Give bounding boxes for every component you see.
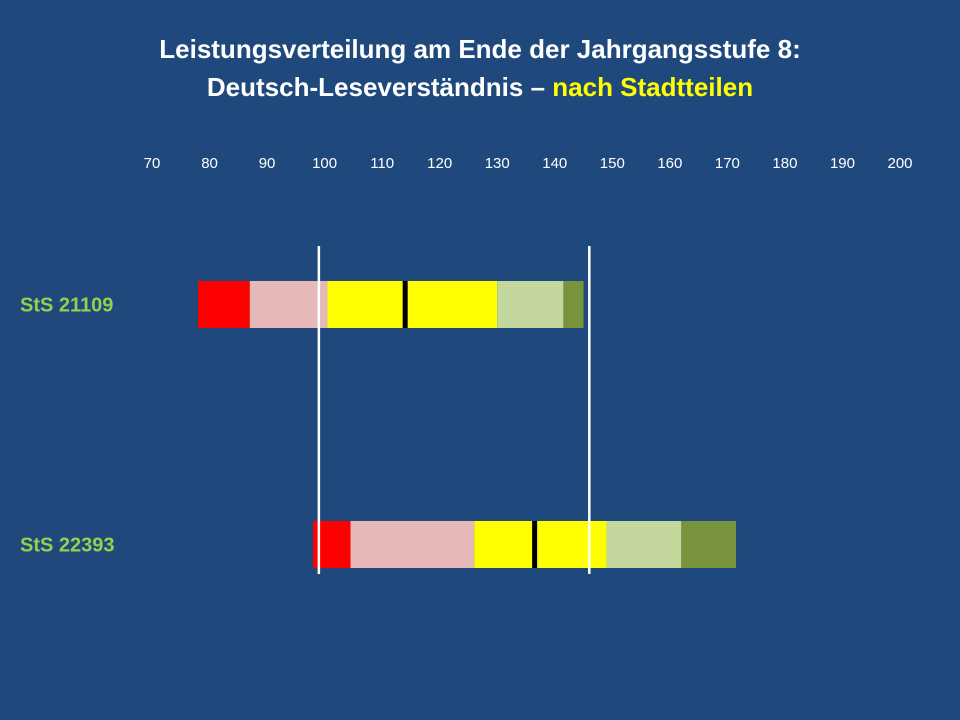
x-tick-label-110: 110 bbox=[370, 155, 394, 172]
x-tick-label-150: 150 bbox=[600, 155, 625, 172]
row-2: StS 22393 bbox=[20, 521, 737, 568]
bar-segment-5 bbox=[606, 521, 682, 568]
bar-segment-5 bbox=[497, 281, 564, 328]
reference-lines bbox=[317, 246, 591, 574]
chart-title-highlight: nach Stadtteilen bbox=[552, 72, 754, 102]
row-label: StS 21109 bbox=[20, 295, 113, 317]
x-tick-label-160: 160 bbox=[657, 155, 682, 172]
bar-segment-4 bbox=[405, 281, 498, 328]
x-tick-label-200: 200 bbox=[887, 155, 912, 172]
chart-title-line-2: Deutsch-Leseverständnis – nach Stadtteil… bbox=[0, 68, 960, 106]
row-1: StS 21109 bbox=[20, 281, 584, 328]
x-tick-label-120: 120 bbox=[427, 155, 452, 172]
x-tick-label-100: 100 bbox=[312, 155, 337, 172]
bar-segment-6 bbox=[681, 521, 737, 568]
x-axis-tick-labels: 70 80 90 100 110 120 130 140 150 160 170 180 190 200 bbox=[144, 155, 913, 172]
row-label: StS 22393 bbox=[20, 535, 115, 557]
bar-segment-2 bbox=[249, 281, 328, 328]
bar-segment-4 bbox=[534, 521, 607, 568]
x-tick-label-140: 140 bbox=[542, 155, 567, 172]
x-tick-label-190: 190 bbox=[830, 155, 855, 172]
chart-rows: StS 21109 StS 22393 bbox=[20, 281, 737, 568]
bar-segment-3 bbox=[474, 521, 535, 568]
bar-segment-6 bbox=[563, 281, 584, 328]
x-tick-label-170: 170 bbox=[715, 155, 740, 172]
x-tick-label-90: 90 bbox=[259, 155, 276, 172]
x-tick-label-180: 180 bbox=[772, 155, 797, 172]
chart-title-prefix: Deutsch-Leseverständnis – bbox=[206, 72, 553, 102]
x-tick-label-70: 70 bbox=[144, 155, 161, 172]
median-marker bbox=[532, 521, 538, 568]
median-marker bbox=[402, 281, 408, 328]
bar-segment-1 bbox=[198, 281, 250, 328]
bar-segment-2 bbox=[350, 521, 475, 568]
x-tick-label-130: 130 bbox=[485, 155, 510, 172]
chart-title-line-1: Leistungsverteilung am Ende der Jahrgang… bbox=[159, 34, 801, 64]
x-tick-label-80: 80 bbox=[201, 155, 218, 172]
bar-segment-3 bbox=[327, 281, 406, 328]
